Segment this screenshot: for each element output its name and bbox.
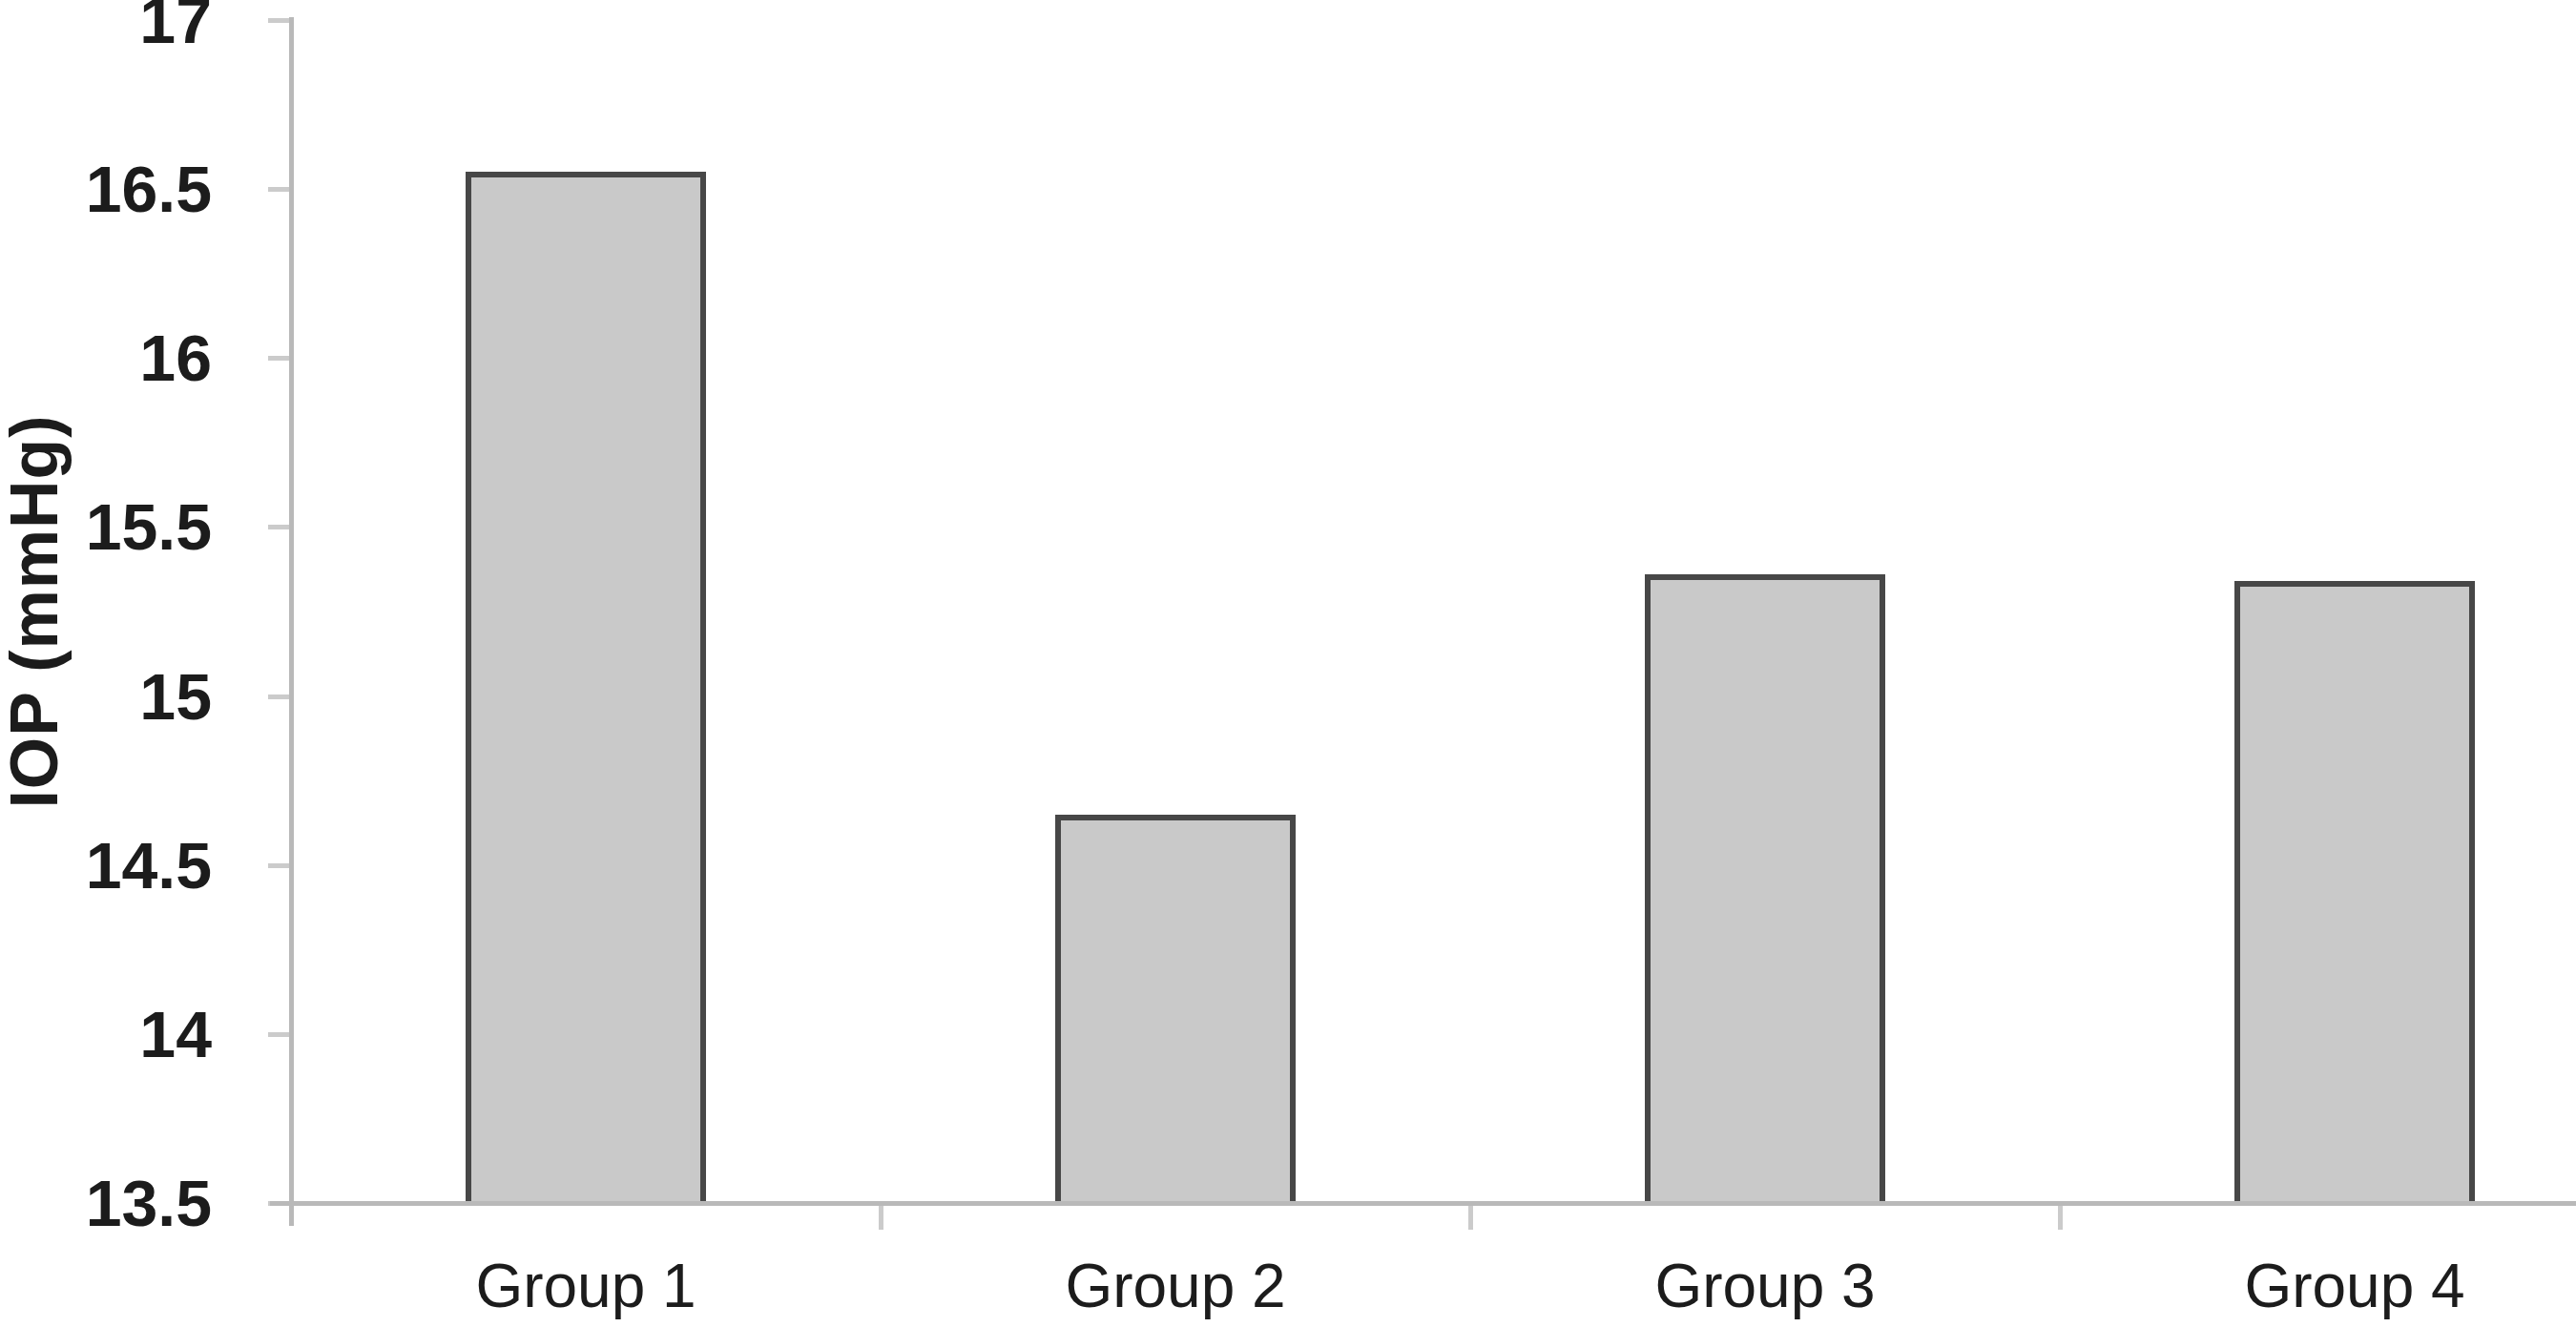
y-tick-label: 13.5 (0, 1165, 212, 1241)
iop-bar-chart: IOP (mmHg) 17 16.5 16 15.5 15 14.5 14 13.5 Grou… (0, 0, 2576, 1327)
bar-group-4 (2234, 581, 2475, 1205)
x-tick-mark (2058, 1203, 2063, 1230)
bar-group-3 (1645, 574, 1885, 1205)
y-axis-title: IOP (mmHg) (0, 414, 73, 808)
y-tick-label: 15.5 (0, 488, 212, 565)
bar-group-1 (466, 172, 706, 1205)
x-category-label: Group 3 (1555, 1251, 1975, 1321)
x-category-label: Group 1 (376, 1251, 796, 1321)
y-tick-mark (268, 1032, 291, 1037)
x-category-label: Group 4 (2145, 1251, 2565, 1321)
y-tick-label: 14.5 (0, 827, 212, 903)
y-tick-label: 17 (0, 0, 212, 58)
x-axis-line (270, 1201, 2576, 1206)
y-tick-mark (268, 863, 291, 868)
bar-group-2 (1055, 815, 1296, 1205)
x-category-label: Group 2 (966, 1251, 1385, 1321)
y-tick-label: 16.5 (0, 151, 212, 227)
x-tick-mark (879, 1203, 883, 1230)
y-tick-label: 14 (0, 996, 212, 1072)
y-tick-mark (268, 187, 291, 192)
y-tick-mark (268, 695, 291, 699)
y-axis-line (289, 17, 294, 1226)
y-tick-mark (268, 18, 291, 23)
y-tick-label: 16 (0, 320, 212, 396)
x-tick-mark (1468, 1203, 1473, 1230)
y-tick-mark (268, 525, 291, 529)
y-tick-label: 15 (0, 658, 212, 735)
y-tick-mark (268, 356, 291, 361)
